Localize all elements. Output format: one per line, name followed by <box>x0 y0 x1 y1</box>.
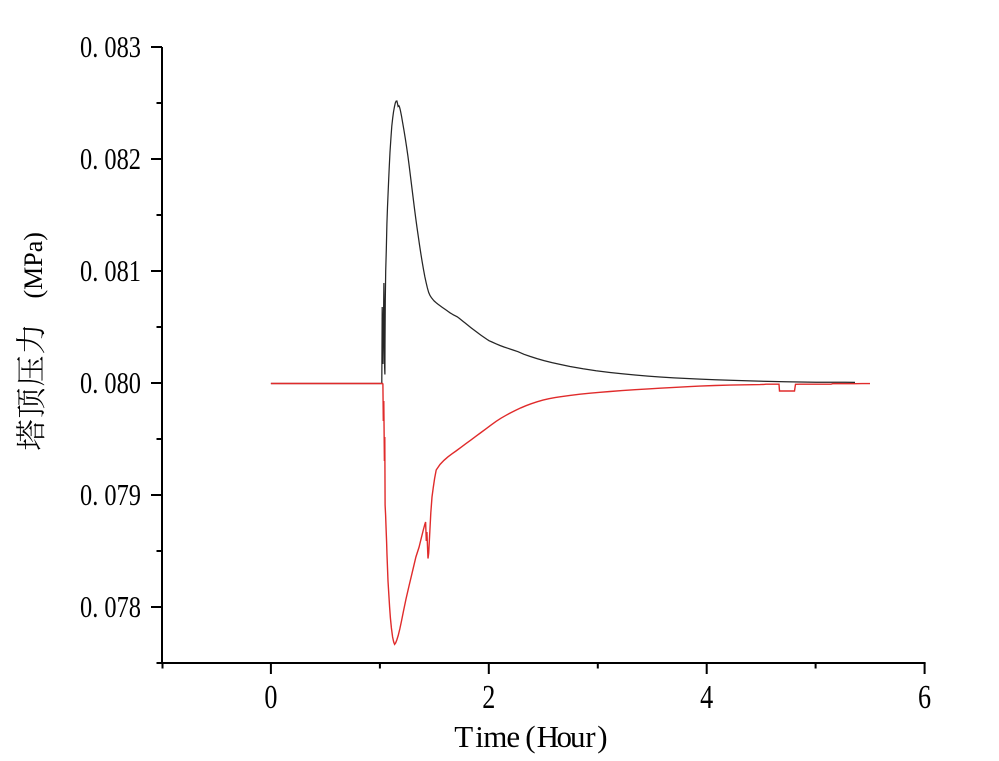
svg-text:0. 080: 0. 080 <box>80 365 141 399</box>
svg-text:0. 083: 0. 083 <box>80 29 141 63</box>
svg-text:4: 4 <box>700 678 713 716</box>
svg-text:(MPa): (MPa) <box>19 232 48 298</box>
svg-text:2: 2 <box>482 678 495 716</box>
svg-text:6: 6 <box>918 678 931 716</box>
svg-text:0. 078: 0. 078 <box>80 589 141 623</box>
svg-text:0: 0 <box>264 678 277 716</box>
svg-text:Time (Hour): Time (Hour) <box>454 719 607 754</box>
svg-text:0. 081: 0. 081 <box>80 253 141 287</box>
svg-text:0. 082: 0. 082 <box>80 141 141 175</box>
svg-text:0. 079: 0. 079 <box>80 477 141 511</box>
